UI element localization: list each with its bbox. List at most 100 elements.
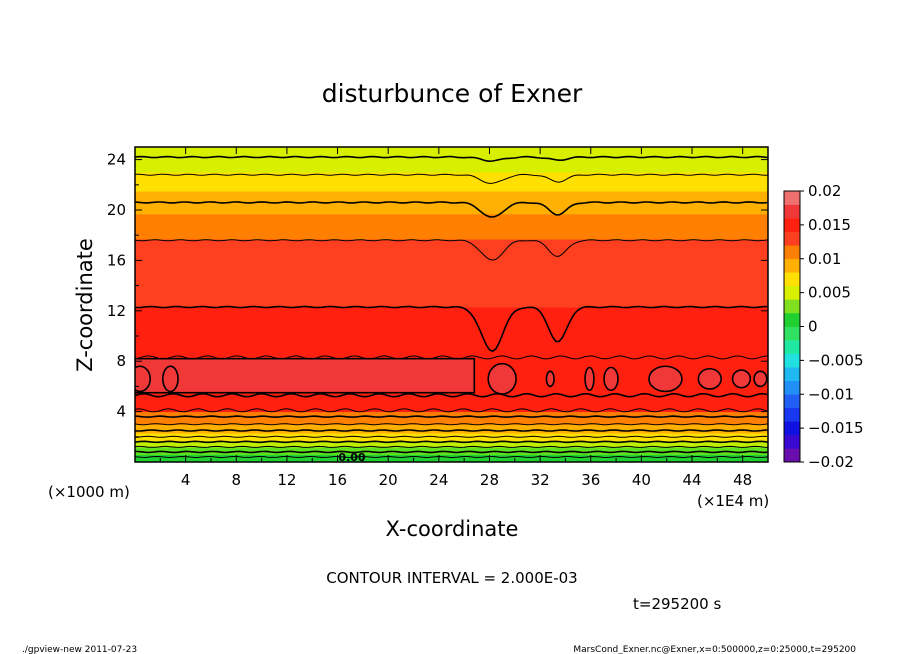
x-axis-label: X-coordinate xyxy=(386,517,519,541)
colorbar-swatch-1 xyxy=(784,434,800,449)
colorbar-label-1: 0.015 xyxy=(808,216,851,234)
contour-line-5 xyxy=(135,355,768,360)
fill-band-4 xyxy=(135,424,768,434)
colorbar-label-4: 0 xyxy=(808,318,818,336)
y-axis-ticks: 4 8 12 16 20 24 xyxy=(107,151,768,438)
contour-line-0 xyxy=(135,155,768,163)
contour-line-6 xyxy=(135,392,768,398)
fill-band-2 xyxy=(135,440,768,448)
colorbar-label-2: 0.01 xyxy=(808,250,841,268)
contour-line-2 xyxy=(135,201,768,218)
y-tick-label-4: 20 xyxy=(107,201,126,219)
colorbar-swatch-6 xyxy=(784,367,800,381)
x-tick-label-5: 24 xyxy=(429,471,448,489)
fill-band-11 xyxy=(135,147,768,173)
contour-line-14 xyxy=(135,450,768,454)
colorbar-swatch-11 xyxy=(784,299,800,314)
x-tick-label-9: 40 xyxy=(632,471,651,489)
contour-line-12 xyxy=(135,440,768,444)
positive-regions xyxy=(135,357,768,395)
x-axis-ticks: 4 8 12 16 20 24 28 32 36 40 44 48 xyxy=(159,147,752,489)
colorbar-label-8: −0.02 xyxy=(808,453,854,471)
contour-line-8 xyxy=(135,415,768,418)
x-tick-label-6: 28 xyxy=(480,471,499,489)
fill-band-0 xyxy=(135,454,768,462)
fill-band-3 xyxy=(135,433,768,442)
colorbar-label-7: −0.015 xyxy=(808,419,864,437)
positive-blob-2 xyxy=(584,366,595,391)
positive-blob-8 xyxy=(162,365,179,393)
contour-interval-text: CONTOUR INTERVAL = 2.000E-03 xyxy=(326,569,577,587)
x-tick-label-10: 44 xyxy=(682,471,701,489)
y-tick-label-5: 24 xyxy=(107,151,126,169)
colorbar-label-0: 0.02 xyxy=(808,182,841,200)
fill-band-1 xyxy=(135,446,768,455)
colorbar-swatch-8 xyxy=(784,340,800,354)
x-tick-label-1: 8 xyxy=(232,471,242,489)
fill-band-5 xyxy=(135,411,768,425)
colorbar-swatch-0 xyxy=(784,448,800,463)
y-unit-label: (×1000 m) xyxy=(48,483,130,501)
positive-blob-9 xyxy=(135,365,151,393)
x-tick-label-0: 4 xyxy=(181,471,191,489)
footer-left: ./gpview-new 2011-07-23 xyxy=(22,645,137,654)
positive-blob-5 xyxy=(697,367,722,390)
positive-blob-6 xyxy=(731,369,752,389)
colorbar-swatch-19 xyxy=(784,191,800,205)
positive-blob-7 xyxy=(753,370,768,388)
positive-blob-4 xyxy=(648,365,683,393)
plot-area xyxy=(135,147,768,462)
fill-band-7 xyxy=(135,238,768,308)
x-tick-label-8: 36 xyxy=(581,471,600,489)
positive-band xyxy=(135,357,476,394)
x-unit-label: (×1E4 m) xyxy=(697,492,769,510)
y-tick-label-3: 16 xyxy=(107,251,126,269)
colorbar-tick-labels: 0.02 0.015 0.01 0.005 0 −0.005 −0.01 −0.015 −0.0… xyxy=(800,182,864,471)
time-text: t=295200 s xyxy=(633,595,721,613)
contour-line-11 xyxy=(135,435,768,438)
y-tick-label-2: 12 xyxy=(107,302,126,320)
colorbar-swatch-3 xyxy=(784,407,800,422)
y-tick-label-0: 4 xyxy=(116,403,126,421)
y-tick-label-1: 8 xyxy=(116,352,126,370)
colorbar-swatch-5 xyxy=(784,380,800,395)
colorbar-swatch-18 xyxy=(784,204,800,219)
plot-frame xyxy=(134,146,769,463)
positive-blob-1 xyxy=(545,370,555,388)
colorbar-swatch-7 xyxy=(784,353,800,368)
contour-line-1 xyxy=(135,173,768,184)
contour-line-10 xyxy=(135,429,768,432)
colorbar-swatch-9 xyxy=(784,326,800,341)
chart-title: disturbunce of Exner xyxy=(322,79,583,108)
contour-line-13 xyxy=(135,445,768,448)
colorbar-swatch-17 xyxy=(784,218,800,232)
colorbar-swatch-2 xyxy=(784,421,800,436)
x-tick-label-7: 32 xyxy=(531,471,550,489)
fill-band-10 xyxy=(135,172,768,192)
contour-line-7 xyxy=(135,408,768,413)
colorbar-swatch-14 xyxy=(784,258,800,273)
contour-lines xyxy=(135,155,768,459)
colorbar-swatch-10 xyxy=(784,312,800,327)
contour-line-3 xyxy=(135,239,768,261)
colorbar xyxy=(783,190,801,463)
contour-line-15 xyxy=(135,455,768,459)
colorbar-label-6: −0.01 xyxy=(808,385,854,403)
inline-contour-label: 0.00 xyxy=(338,451,365,464)
contour-line-4 xyxy=(135,305,768,353)
x-tick-label-4: 20 xyxy=(379,471,398,489)
x-tick-label-2: 12 xyxy=(277,471,296,489)
colorbar-swatch-4 xyxy=(784,394,800,409)
colorbar-swatch-13 xyxy=(784,272,800,287)
colorbar-swatch-15 xyxy=(784,245,800,260)
x-tick-label-3: 16 xyxy=(328,471,347,489)
positive-blob-0 xyxy=(487,362,517,395)
footer-right: MarsCond_Exner.nc@Exner,x=0:500000,z=0:2… xyxy=(573,645,856,654)
colorbar-label-3: 0.005 xyxy=(808,284,851,302)
colorbar-swatch-16 xyxy=(784,231,800,246)
positive-blob-3 xyxy=(603,366,619,391)
color-fill-bands xyxy=(135,147,768,462)
colorbar-swatch-12 xyxy=(784,285,800,300)
y-axis-label: Z-coordinate xyxy=(73,238,97,372)
